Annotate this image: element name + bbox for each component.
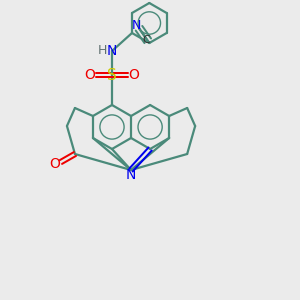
Text: C: C — [142, 34, 150, 45]
Text: O: O — [50, 157, 60, 171]
Text: N: N — [107, 44, 117, 58]
Text: O: O — [85, 68, 95, 82]
Text: O: O — [129, 68, 140, 82]
Text: S: S — [107, 68, 117, 82]
Text: H: H — [97, 44, 107, 58]
Text: N: N — [131, 19, 141, 32]
Text: N: N — [126, 168, 136, 182]
